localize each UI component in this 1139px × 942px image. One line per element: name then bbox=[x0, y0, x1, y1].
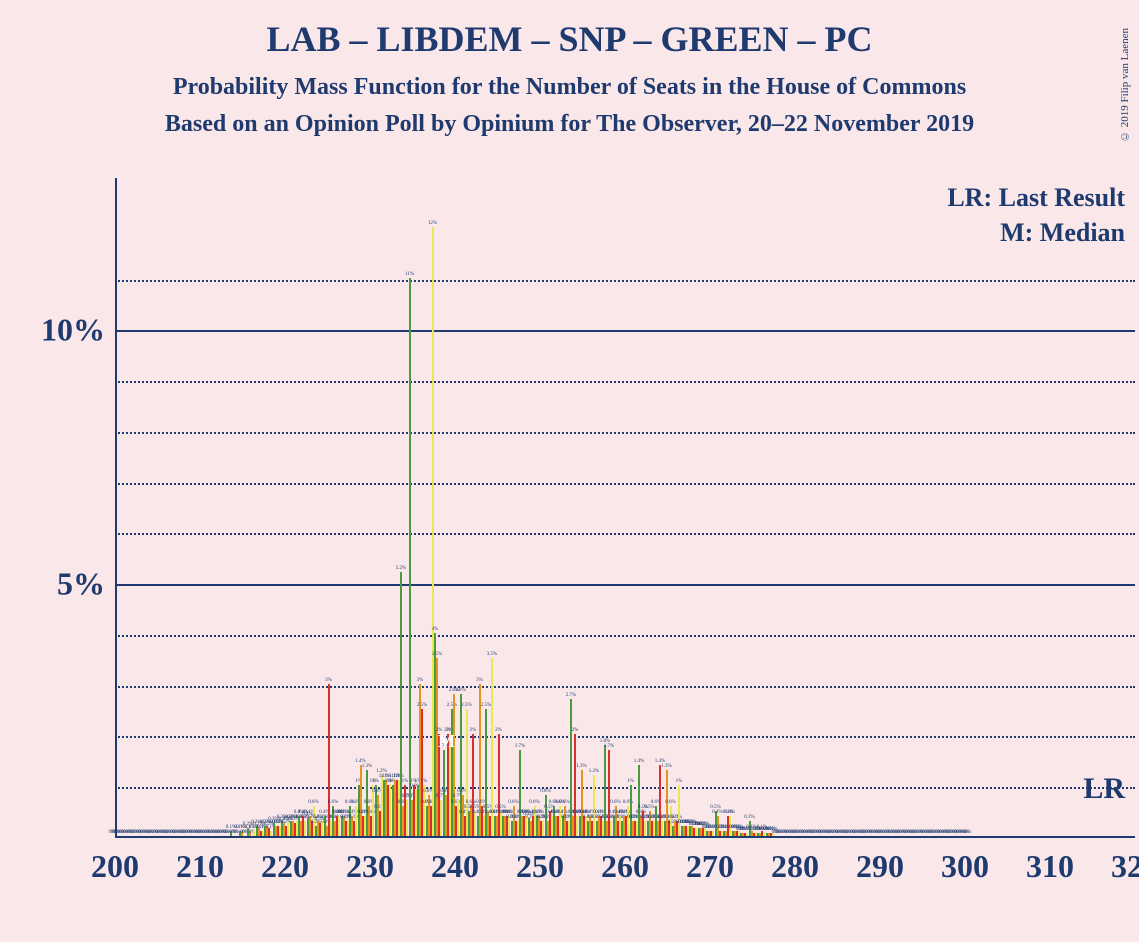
bar-value-label: 0.6% bbox=[623, 800, 633, 805]
bar-value-label: 5.2% bbox=[396, 566, 406, 571]
chart-subtitle-1: Probability Mass Function for the Number… bbox=[0, 74, 1139, 101]
bar-value-label: 0.6% bbox=[559, 800, 569, 805]
x-axis bbox=[115, 836, 1135, 838]
bar-value-label: 0.6% bbox=[508, 800, 518, 805]
bar-value-label: 1% bbox=[402, 779, 409, 784]
copyright-text: © 2019 Filip van Laenen bbox=[1119, 28, 1131, 142]
bar-value-label: 0% bbox=[965, 830, 972, 835]
lr-marker: LR bbox=[1083, 772, 1125, 806]
bar-value-label: 11% bbox=[405, 272, 414, 277]
gridline-minor bbox=[115, 432, 1135, 434]
gridline-minor bbox=[115, 533, 1135, 535]
bar-value-label: 3.5% bbox=[487, 652, 497, 657]
bar-value-label: 2% bbox=[495, 728, 502, 733]
x-tick-label: 320 bbox=[1111, 848, 1139, 885]
bar-value-label: 3% bbox=[476, 678, 483, 683]
bar-value-label: 2% bbox=[572, 728, 579, 733]
gridline-minor bbox=[115, 381, 1135, 383]
gridline-major bbox=[115, 584, 1135, 586]
bar-value-label: 1.7% bbox=[515, 744, 525, 749]
bar-value-label: 1% bbox=[421, 779, 428, 784]
bar-value-label: 0.6% bbox=[328, 800, 338, 805]
x-tick-label: 300 bbox=[941, 848, 989, 885]
x-tick-label: 260 bbox=[601, 848, 649, 885]
bar bbox=[409, 278, 411, 836]
bar-value-label: 3% bbox=[325, 678, 332, 683]
gridline-major bbox=[115, 330, 1135, 332]
gridline-minor bbox=[115, 686, 1135, 688]
bar-value-label: 1.4% bbox=[634, 759, 644, 764]
bar-value-label: 2.7% bbox=[566, 693, 576, 698]
chart-plot-area: 0%0%0%0%0%0%0%0%0%0%0%0%0%0%0%0%0%0%0%0%… bbox=[115, 178, 1135, 838]
bar-value-label: 3% bbox=[417, 678, 424, 683]
bar-value-label: 0.5% bbox=[644, 805, 654, 810]
bar bbox=[328, 684, 330, 836]
y-tick-label: 10% bbox=[41, 312, 105, 349]
x-tick-label: 220 bbox=[261, 848, 309, 885]
bar-value-label: 0.4% bbox=[712, 810, 722, 815]
bar-value-label: 1.2% bbox=[589, 769, 599, 774]
bar-value-label: 12% bbox=[428, 221, 437, 226]
gridline-minor bbox=[115, 280, 1135, 282]
x-tick-label: 240 bbox=[431, 848, 479, 885]
x-tick-label: 250 bbox=[516, 848, 564, 885]
bar-value-label: 3.5% bbox=[432, 652, 442, 657]
bar-value-label: 2.8% bbox=[455, 688, 465, 693]
gridline-minor bbox=[115, 635, 1135, 637]
bar-value-label: 0.6% bbox=[665, 800, 675, 805]
x-tick-label: 270 bbox=[686, 848, 734, 885]
bar-value-label: 0.4% bbox=[725, 810, 735, 815]
bar-value-label: 1.3% bbox=[661, 764, 671, 769]
x-tick-label: 310 bbox=[1026, 848, 1074, 885]
x-tick-label: 210 bbox=[176, 848, 224, 885]
bar-value-label: 1% bbox=[676, 779, 683, 784]
bar-value-label: 4% bbox=[432, 627, 439, 632]
bar-value-label: 2.5% bbox=[417, 703, 427, 708]
legend-lr: LR: Last Result bbox=[947, 183, 1125, 213]
x-tick-label: 280 bbox=[771, 848, 819, 885]
x-tick-label: 290 bbox=[856, 848, 904, 885]
bar-value-label: 2% bbox=[470, 728, 477, 733]
bar-value-label: 1.7% bbox=[604, 744, 614, 749]
bar-value-label: 1% bbox=[372, 779, 379, 784]
y-tick-label: 5% bbox=[57, 566, 105, 603]
bar-value-label: 1% bbox=[627, 779, 634, 784]
gridline-minor bbox=[115, 787, 1135, 789]
median-marker: M bbox=[438, 731, 455, 752]
gridline-minor bbox=[115, 736, 1135, 738]
bar-value-label: 0.6% bbox=[610, 800, 620, 805]
bar-value-label: 0.8% bbox=[540, 789, 550, 794]
y-axis bbox=[115, 178, 117, 838]
bar-value-label: 1.3% bbox=[576, 764, 586, 769]
x-tick-label: 200 bbox=[91, 848, 139, 885]
x-tick-label: 230 bbox=[346, 848, 394, 885]
legend-m: M: Median bbox=[1000, 218, 1125, 248]
chart-title: LAB – LIBDEM – SNP – GREEN – PC bbox=[0, 18, 1139, 60]
bar-value-label: 2.5% bbox=[461, 703, 471, 708]
bar-value-label: 0.3% bbox=[744, 815, 754, 820]
bar-value-label: 1.3% bbox=[362, 764, 372, 769]
bar-value-label: 2.5% bbox=[447, 703, 457, 708]
bar-value-label: 0.6% bbox=[529, 800, 539, 805]
bar-value-label: 0.6% bbox=[308, 800, 318, 805]
chart-subtitle-2: Based on an Opinion Poll by Opinium for … bbox=[0, 111, 1139, 138]
bar-value-label: 2.5% bbox=[481, 703, 491, 708]
gridline-minor bbox=[115, 483, 1135, 485]
